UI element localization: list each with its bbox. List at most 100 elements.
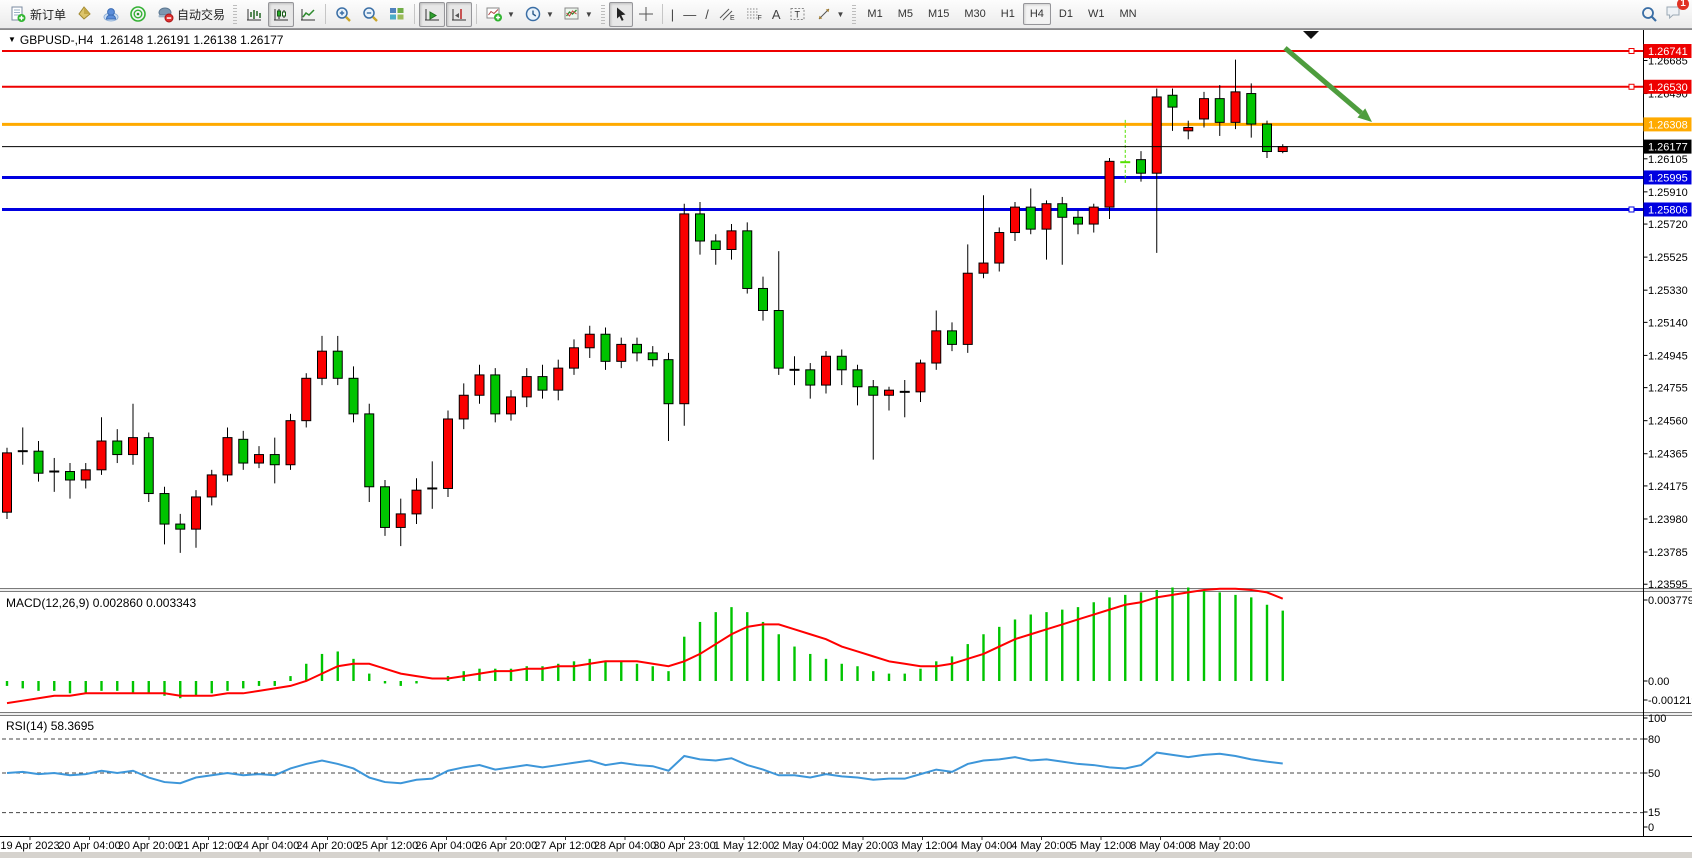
candle-body: [805, 369, 816, 386]
cursor-button[interactable]: [608, 1, 633, 27]
radar-icon: [130, 6, 146, 22]
price-tick-label: 1.23980: [1648, 514, 1688, 526]
period-H4[interactable]: H4: [1022, 3, 1051, 25]
zoom-in-icon: [336, 7, 351, 22]
period-MN[interactable]: MN: [1119, 8, 1137, 20]
arrows-button[interactable]: ▼: [812, 2, 848, 27]
period-H1[interactable]: H1: [1000, 8, 1015, 20]
price-tick-label: 1.24365: [1648, 449, 1688, 461]
notification-badge: 1: [1677, 0, 1689, 10]
channel-icon: E: [719, 8, 735, 22]
new-order-label: 新订单: [30, 7, 67, 22]
toolbar-grip: [852, 4, 857, 24]
macd-axis-label: 0.003779: [1648, 595, 1692, 607]
time-axis-label: 25 Apr 12:00: [356, 840, 418, 852]
level-price-box-label: 1.25995: [1648, 172, 1688, 184]
period-M1[interactable]: M1: [867, 8, 883, 20]
indicators-icon: [486, 7, 503, 22]
candle-body: [159, 493, 170, 525]
period-M15[interactable]: M15: [927, 8, 950, 20]
level-price-box-label: 1.26741: [1648, 46, 1688, 58]
crosshair-button[interactable]: [634, 2, 658, 27]
time-axis-label: 2 May 04:00: [773, 840, 834, 852]
rsi-line: [6, 751, 1283, 785]
price-tick-label: 1.25525: [1648, 252, 1688, 264]
autotrading-button[interactable]: 自动交易: [152, 2, 229, 27]
period-buttons: M1 M5 M15 M30 H1 H4 D1 W1 MN: [860, 3, 1143, 25]
chart-shift-button[interactable]: [446, 1, 473, 27]
candle-body: [143, 437, 154, 495]
candle-body: [191, 496, 201, 530]
candle-body: [569, 347, 579, 369]
rsi-value: 58.3695: [50, 719, 95, 733]
fibonacci-button[interactable]: F: [741, 2, 767, 27]
candle-body: [1199, 98, 1209, 120]
templates-button[interactable]: ▼: [559, 2, 597, 27]
candle-body: [254, 454, 264, 464]
text-button[interactable]: A: [768, 2, 785, 27]
community-button[interactable]: [98, 2, 124, 27]
level-price-box: [1643, 139, 1692, 154]
price-tick-label: 1.24560: [1648, 416, 1688, 428]
search-icon[interactable]: [1640, 5, 1658, 23]
vertical-line-button[interactable]: |: [667, 2, 678, 27]
price-tick-label: 1.25330: [1648, 285, 1688, 297]
symbol-dropdown-icon[interactable]: ▼: [8, 35, 16, 44]
text-label-button[interactable]: T: [785, 2, 811, 27]
candle-body: [962, 272, 973, 345]
candle-body: [821, 355, 831, 386]
candle-body: [947, 330, 957, 345]
candle-body: [742, 230, 753, 289]
period-M5[interactable]: M5: [897, 8, 913, 20]
chart-line-button[interactable]: [295, 2, 321, 27]
candle-body: [632, 343, 642, 354]
autotrading-icon: [158, 7, 174, 23]
metaeditor-button[interactable]: [71, 2, 97, 27]
time-axis-label: 19 Apr 2023: [0, 840, 59, 852]
period-W1[interactable]: W1: [1087, 8, 1105, 20]
level-price-box-label: 1.26177: [1648, 142, 1688, 154]
period-M30[interactable]: M30: [964, 8, 986, 20]
candle-body: [317, 350, 327, 379]
candle-body: [679, 213, 690, 405]
rsi-axis-label: 80: [1648, 734, 1660, 746]
period-D1[interactable]: D1: [1058, 8, 1073, 20]
zoom-out-button[interactable]: [357, 2, 383, 27]
time-axis-label: 20 Apr 04:00: [58, 840, 120, 852]
toolbar-separator: [661, 4, 663, 24]
kite-icon: [78, 6, 91, 20]
time-axis-label: 26 Apr 20:00: [475, 840, 537, 852]
trend-arrow-line: [1283, 46, 1363, 115]
level-price-box: [1643, 170, 1692, 185]
horizontal-line-button[interactable]: —: [679, 2, 700, 27]
time-axis-label: 21 Apr 12:00: [177, 840, 239, 852]
template-icon: [564, 7, 579, 20]
notifications-button[interactable]: 1: [1664, 0, 1689, 26]
indicators-button[interactable]: ▼: [481, 2, 519, 27]
tile-windows-button[interactable]: [384, 2, 410, 27]
trendline-button[interactable]: /: [701, 2, 713, 27]
equidistant-channel-button[interactable]: E: [714, 2, 740, 27]
pane-separator: [0, 588, 1692, 592]
time-axis-label: 4 May 04:00: [952, 840, 1013, 852]
signals-button[interactable]: [125, 2, 151, 27]
zoom-in-button[interactable]: [330, 2, 356, 27]
chart-canvas[interactable]: 1.266851.264901.261051.259101.257201.255…: [0, 29, 1692, 858]
candle-body: [65, 471, 75, 481]
new-order-button[interactable]: 新订单: [5, 2, 70, 27]
candle-body: [80, 469, 91, 481]
svg-text:F: F: [757, 15, 761, 22]
price-tick-label: 1.25140: [1648, 317, 1688, 329]
chart-window[interactable]: 1.26685 1.26490 1.26105 1.25910 1.25720 1.255…: [0, 29, 1692, 858]
candle-body: [269, 454, 280, 466]
candle-body: [1167, 94, 1178, 108]
dropdown-caret: ▼: [507, 9, 515, 19]
level-price-box: [1643, 44, 1692, 59]
time-axis-label: 4 May 20:00: [1011, 840, 1072, 852]
periods-dropdown-button[interactable]: ▼: [520, 2, 558, 27]
autoscroll-button[interactable]: [419, 1, 446, 27]
chart-bars-button[interactable]: [241, 2, 267, 27]
chart-candles-button[interactable]: [268, 1, 295, 27]
time-axis-label: 28 Apr 04:00: [594, 840, 656, 852]
candle-body: [710, 240, 721, 250]
